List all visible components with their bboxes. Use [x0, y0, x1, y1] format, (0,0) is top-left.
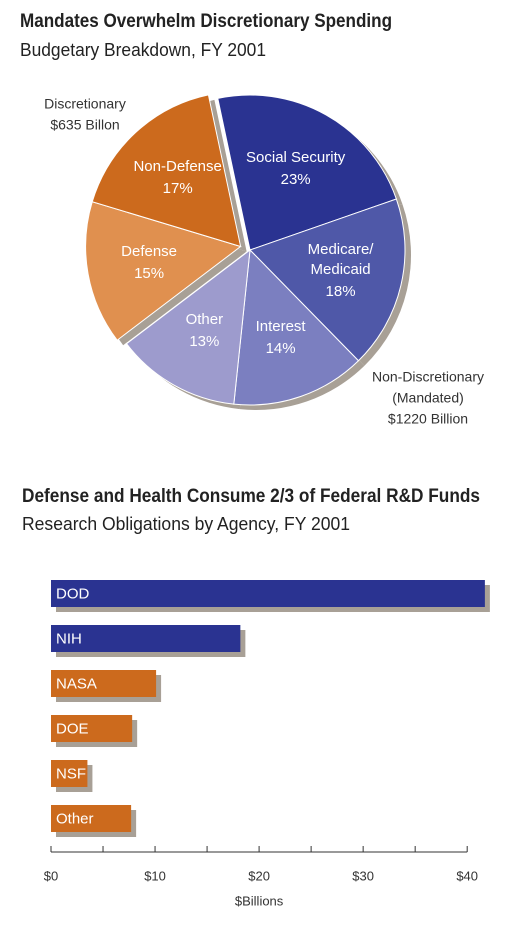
slice [125, 248, 251, 405]
slice-label: Medicare/Medicaid [308, 241, 375, 278]
slice [249, 198, 406, 362]
bar-label: DOD [56, 585, 90, 602]
x-tick-label: $0 [44, 868, 58, 883]
bar [51, 580, 485, 607]
bar-label: Other [56, 810, 94, 827]
slice [91, 94, 242, 248]
bar-label: NIH [56, 630, 82, 647]
slice-label-line: Social Security [246, 149, 346, 166]
pie-subtitle: Budgetary Breakdown, FY 2001 [20, 40, 266, 60]
slice-label: Non-Defense [133, 158, 221, 175]
bar-label: NSF [56, 765, 86, 782]
slice-label-line: Defense [121, 243, 177, 260]
bar [51, 715, 133, 742]
slice-label-line: Medicare/ [308, 241, 375, 258]
x-tick-label: $10 [144, 868, 166, 883]
x-tick-label: $30 [352, 868, 374, 883]
x-tick-label: $40 [456, 868, 478, 883]
slice-value-label: 14% [266, 340, 296, 357]
slice-label-line: Non-Defense [133, 158, 221, 175]
slice-value-label: 13% [189, 333, 219, 350]
slice-value-label: 18% [326, 283, 356, 300]
bar-label: DOE [56, 720, 89, 737]
slice-label-line: Interest [256, 318, 307, 335]
slice-label: Defense [121, 243, 177, 260]
slice-label-line: Other [186, 311, 224, 328]
slice-value-label: 23% [281, 171, 311, 188]
x-tick-label: $20 [248, 868, 270, 883]
pie-title: Mandates Overwhelm Discretionary Spendin… [20, 11, 392, 32]
bar-label: NASA [56, 675, 97, 692]
slice [217, 94, 398, 251]
bar-subtitle: Research Obligations by Agency, FY 2001 [22, 514, 350, 534]
slice-label: Interest [256, 318, 307, 335]
slice-label: Other [186, 311, 224, 328]
bar [51, 625, 241, 652]
slice-label: Social Security [246, 149, 346, 166]
bar [51, 670, 157, 697]
slice-value-label: 17% [163, 180, 193, 197]
bar-title: Defense and Health Consume 2/3 of Federa… [22, 486, 480, 507]
bar [51, 760, 88, 787]
x-axis-label: $Billions [235, 893, 284, 908]
bar [51, 805, 132, 832]
annotation: Non-Discretionary [372, 369, 484, 385]
annotation: $635 Billon [50, 117, 119, 133]
annotation: $1220 Billion [388, 411, 468, 427]
annotation: (Mandated) [392, 390, 464, 406]
slice [85, 201, 242, 341]
annotation: Discretionary [44, 96, 126, 112]
slice-value-label: 15% [134, 265, 164, 282]
slice-label-line: Medicaid [311, 261, 371, 278]
slice [233, 248, 360, 406]
